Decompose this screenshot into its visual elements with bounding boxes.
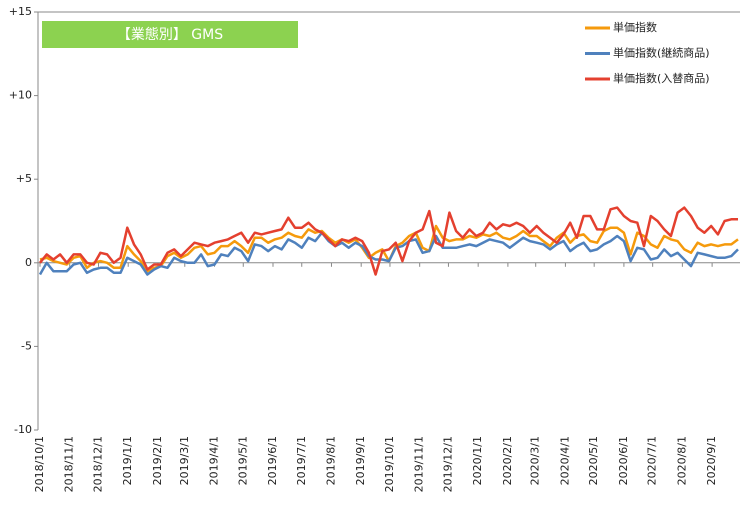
x-tick-label: 2020/1/1	[471, 436, 484, 485]
x-tick-label: 2020/9/1	[705, 436, 718, 485]
x-tick-label: 2020/5/1	[587, 436, 600, 485]
x-tick-label: 2019/3/1	[178, 436, 191, 485]
x-tick-label: 2019/4/1	[208, 436, 221, 485]
y-tick-label: +10	[9, 89, 32, 102]
y-tick-label: 0	[25, 256, 32, 269]
legend-label: 単価指数	[613, 20, 657, 34]
x-tick-label: 2019/9/1	[354, 436, 367, 485]
x-tick-label: 2020/6/1	[617, 436, 630, 485]
x-tick-label: 2019/10/1	[383, 436, 396, 492]
series-line	[39, 206, 738, 276]
x-tick-label: 2018/11/1	[63, 436, 76, 492]
x-tick-label: 2019/8/1	[324, 436, 337, 485]
x-tick-label: 2020/2/1	[501, 436, 514, 485]
x-tick-label: 2020/4/1	[558, 436, 571, 485]
legend-label: 単価指数(継続商品)	[613, 46, 710, 60]
x-tick-label: 2019/11/1	[413, 436, 426, 492]
x-tick-label: 2019/12/1	[441, 436, 454, 492]
legend-label: 単価指数(入替商品)	[613, 71, 710, 85]
x-tick-label: 2020/8/1	[675, 436, 688, 485]
x-tick-label: 2019/2/1	[151, 436, 164, 485]
y-tick-label: +5	[16, 172, 32, 185]
x-tick-label: 2019/1/1	[121, 436, 134, 485]
x-tick-label: 2020/3/1	[529, 436, 542, 485]
x-tick-label: 2019/6/1	[266, 436, 279, 485]
series-line	[38, 231, 739, 276]
y-tick-label: -5	[21, 339, 32, 352]
title-box	[42, 21, 298, 48]
y-tick-label: +15	[9, 5, 32, 18]
x-tick-label: 2019/5/1	[236, 436, 249, 485]
y-tick-label: -10	[14, 423, 32, 436]
x-tick-label: 2018/10/1	[33, 436, 46, 492]
chart-title: 【業態別】 GMS	[117, 27, 223, 43]
x-tick-label: 2019/7/1	[295, 436, 308, 485]
x-tick-label: 2020/7/1	[646, 436, 659, 485]
x-tick-label: 2018/12/1	[91, 436, 104, 492]
